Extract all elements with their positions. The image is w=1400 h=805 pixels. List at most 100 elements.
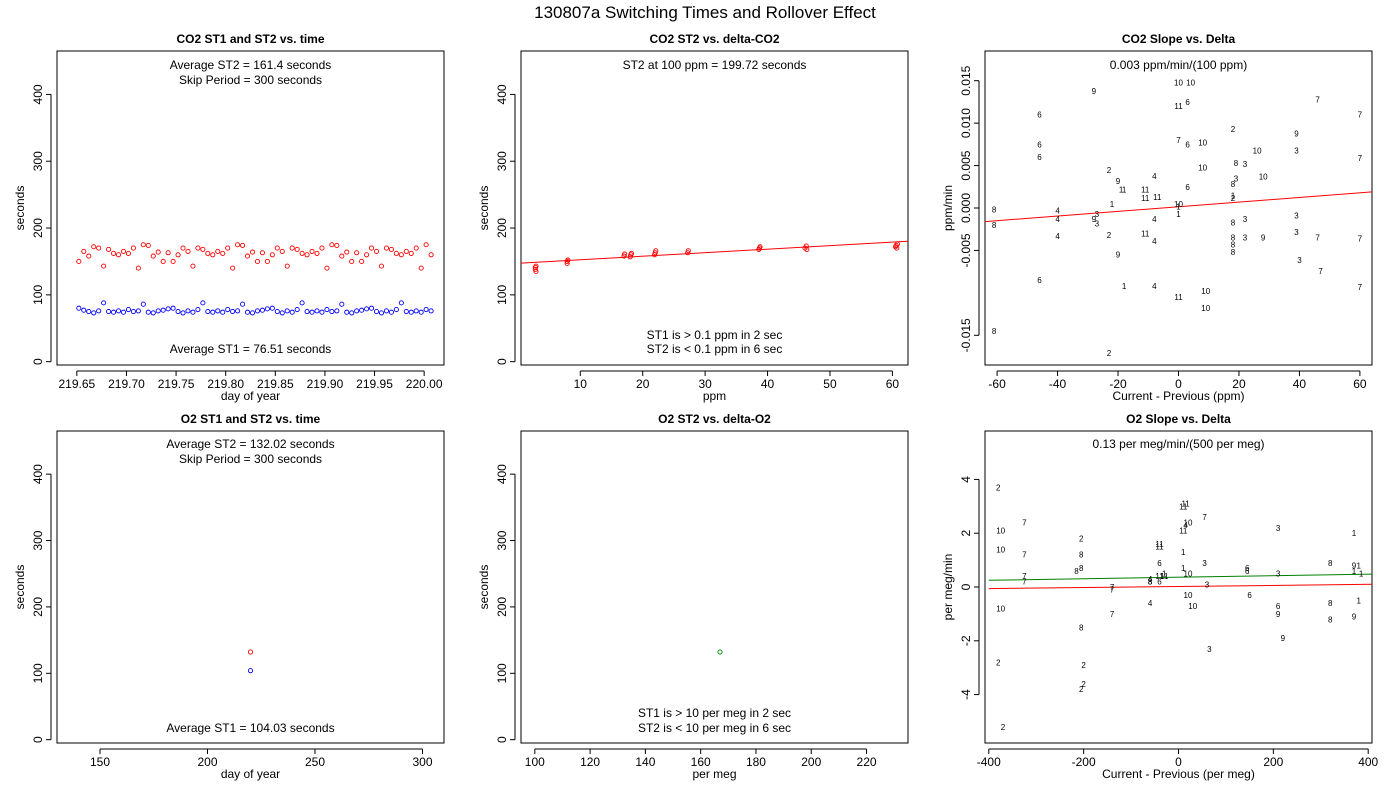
data-point <box>125 306 131 313</box>
data-label-point: 1 <box>1356 596 1361 605</box>
y-tick-label: 100 <box>31 285 45 305</box>
data-label-point: 11 <box>1174 102 1183 111</box>
data-point <box>115 252 122 258</box>
x-tick-label: 180 <box>746 755 766 769</box>
panel-annotation: 0.003 ppm/min/(100 ppm) <box>1110 58 1247 72</box>
plot-frame <box>984 430 1373 744</box>
data-point <box>254 308 260 314</box>
data-point <box>565 257 571 263</box>
data-label-point: 3 <box>1243 215 1248 224</box>
data-label-point: 4 <box>1055 232 1060 241</box>
data-label-point: 1 <box>1181 564 1186 573</box>
data-label-point: 8 <box>1328 599 1333 608</box>
data-label-point: 11 <box>1141 194 1150 203</box>
data-point <box>185 308 191 314</box>
data-point <box>279 248 285 254</box>
data-label-point: 8 <box>1231 248 1236 257</box>
y-tick-label: 0.000 <box>959 193 973 223</box>
data-label-point: 6 <box>1185 140 1190 149</box>
data-label-point: 2 <box>1081 661 1086 670</box>
panel-co2_delta: CO2 ST2 vs. delta-CO2 10 20 30 40 50 60 ppm 0 100… <box>477 32 909 403</box>
panel-title: O2 Slope vs. Delta <box>1126 412 1231 426</box>
panel-annotation: ST2 at 100 ppm = 199.72 seconds <box>623 58 807 72</box>
x-tick-label: 219.95 <box>356 377 393 391</box>
data-label-point: 8 <box>1148 578 1153 587</box>
data-label-point: 11 <box>1155 543 1164 552</box>
x-axis-label: Current - Previous (per meg) <box>1102 767 1255 781</box>
data-label-point: 10 <box>1184 570 1193 579</box>
data-point <box>205 250 211 256</box>
data-point <box>413 308 419 314</box>
data-point <box>304 252 310 258</box>
y-tick-label: 300 <box>31 151 45 171</box>
x-axis-label: day of year <box>221 767 280 781</box>
y-tick-label: 200 <box>495 218 509 238</box>
x-tick-label: 300 <box>412 755 432 769</box>
plot-frame <box>984 50 1373 366</box>
y-axis-label: seconds <box>13 186 27 231</box>
data-point <box>284 263 290 269</box>
x-tick-label: 220.00 <box>406 377 443 391</box>
data-label-point: 3 <box>1207 645 1212 654</box>
x-tick-label: 60 <box>886 377 900 391</box>
data-point <box>111 309 117 315</box>
data-point <box>140 301 146 307</box>
x-tick-label: 10 <box>574 377 588 391</box>
data-label-point: 10 <box>1253 146 1262 155</box>
data-point <box>344 249 350 255</box>
data-point <box>378 263 385 269</box>
panel-annotation: Average ST1 = 76.51 seconds <box>170 342 332 356</box>
data-label-point: 3 <box>1234 174 1239 183</box>
data-point <box>220 309 226 315</box>
data-point <box>289 309 295 315</box>
data-point <box>388 246 394 252</box>
data-label-point: 6 <box>1247 591 1252 600</box>
data-label-point: 1 <box>1231 191 1236 200</box>
x-tick-label: 250 <box>305 755 325 769</box>
data-label-point: 8 <box>992 221 997 230</box>
data-point <box>373 309 380 315</box>
x-axis-label: ppm <box>703 389 726 403</box>
x-axis-label: per meg <box>692 767 736 781</box>
data-point <box>249 249 256 255</box>
data-point <box>388 309 394 315</box>
data-label-point: 6 <box>1037 111 1042 120</box>
data-label-point: 11 <box>1153 193 1162 202</box>
y-tick-label: 0 <box>959 583 973 590</box>
data-point <box>383 308 389 314</box>
fit-line <box>988 573 1373 581</box>
data-point <box>101 300 107 306</box>
y-tick-label: 2 <box>959 530 973 537</box>
data-point <box>200 246 206 252</box>
y-axis-label: seconds <box>13 565 27 610</box>
data-label-point: 9 <box>1092 215 1097 224</box>
data-point <box>398 300 404 306</box>
data-label-point: 3 <box>1202 559 1207 568</box>
y-axis-label: seconds <box>477 186 491 231</box>
data-label-point: 9 <box>1276 610 1281 619</box>
data-label-point: 8 <box>1079 623 1084 632</box>
data-point <box>418 309 424 315</box>
fit-line <box>520 240 909 264</box>
panel-annotation: ST2 is < 0.1 ppm in 6 sec <box>647 342 783 356</box>
data-label-point: 7 <box>1202 513 1207 522</box>
data-point <box>120 309 127 315</box>
data-point <box>140 242 146 248</box>
data-point <box>130 245 136 251</box>
x-tick-label: 60 <box>1353 377 1367 391</box>
panel-annotation: ST2 is < 10 per meg in 6 sec <box>638 721 791 735</box>
panel-co2_time: CO2 ST1 and ST2 vs. time 219.65 219.70 219.… <box>13 32 445 403</box>
x-tick-label: 20 <box>636 377 650 391</box>
data-label-point: 11 <box>1155 540 1164 549</box>
data-label-point: 2 <box>1079 535 1084 544</box>
x-tick-label: -40 <box>1049 377 1067 391</box>
data-label-point: 7 <box>1315 95 1320 104</box>
y-tick-label: 0 <box>495 358 509 365</box>
data-point <box>170 258 176 264</box>
data-label-point: 2 <box>1107 166 1112 175</box>
data-point <box>195 245 201 251</box>
y-tick-label: 0 <box>31 358 45 365</box>
data-point <box>190 309 196 315</box>
data-point <box>274 309 280 315</box>
data-point <box>364 252 370 258</box>
